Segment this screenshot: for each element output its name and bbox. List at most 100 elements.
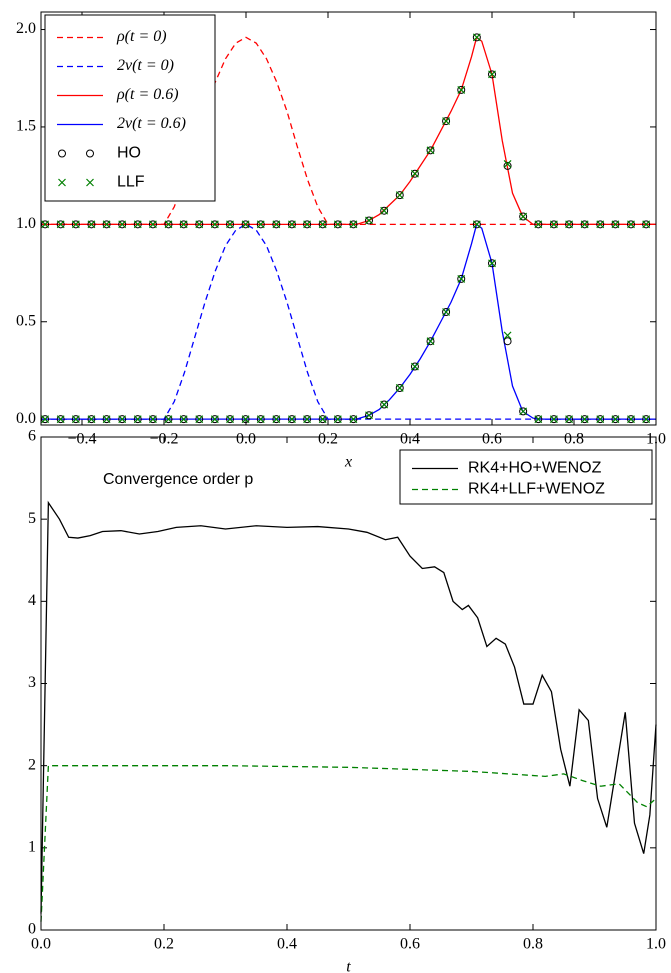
point [133, 415, 142, 424]
point [642, 220, 651, 229]
point [133, 220, 142, 229]
point [179, 220, 188, 229]
point [611, 220, 620, 229]
y-tick-label: 5 [28, 510, 36, 527]
point [519, 407, 528, 416]
y-tick-label: 0.0 [16, 410, 36, 427]
point [349, 415, 358, 424]
point [365, 411, 373, 420]
point [195, 220, 204, 229]
point [472, 220, 481, 229]
line [41, 223, 656, 420]
legend-label: ρ(t = 0) [116, 28, 167, 45]
point [179, 415, 188, 424]
y-tick-label: 2 [28, 756, 36, 773]
point [71, 220, 80, 229]
point [365, 411, 373, 420]
point [395, 383, 404, 392]
point [241, 220, 250, 229]
point [365, 216, 373, 225]
point [365, 216, 373, 225]
x-tick-label: 0.2 [154, 936, 174, 953]
point [395, 191, 404, 200]
y-tick-label: 3 [28, 674, 36, 691]
point [56, 415, 65, 424]
point [442, 308, 451, 316]
point [287, 220, 296, 229]
point [41, 220, 50, 229]
point [287, 415, 296, 424]
legend-label: 2v(t = 0.6) [117, 115, 186, 132]
point [611, 415, 620, 424]
point [457, 274, 466, 283]
point [549, 415, 558, 424]
point [256, 415, 265, 424]
point [56, 220, 65, 229]
point [164, 415, 173, 424]
point [611, 220, 620, 229]
point [56, 415, 65, 424]
point [87, 415, 96, 424]
point [457, 274, 466, 283]
y-tick-label: 6 [28, 428, 36, 445]
point [488, 70, 496, 79]
point [380, 206, 389, 215]
point [303, 220, 312, 229]
point [472, 220, 481, 229]
point [333, 220, 342, 229]
x-axis-label: t [346, 959, 351, 973]
point [210, 220, 219, 229]
legend-box [44, 14, 216, 202]
x-tick-label: 0.4 [277, 936, 297, 953]
line [41, 223, 656, 420]
point [226, 220, 235, 229]
point [195, 415, 204, 424]
point [102, 415, 111, 424]
point [272, 415, 281, 424]
point [179, 415, 188, 424]
point [349, 415, 358, 424]
point [580, 415, 589, 424]
point [118, 220, 127, 229]
point [642, 415, 651, 424]
point [549, 220, 558, 229]
point [580, 415, 589, 424]
point [596, 415, 605, 424]
y-tick-label: 1.5 [16, 118, 36, 135]
point [534, 220, 543, 229]
legend-label: HO [117, 145, 141, 162]
x-tick-label: 0.6 [400, 936, 420, 953]
point [395, 384, 404, 392]
point [642, 415, 651, 424]
x-axis-label: x [344, 454, 352, 471]
point [303, 415, 312, 424]
point [56, 220, 65, 229]
point [534, 220, 543, 229]
point [318, 415, 327, 424]
point [164, 415, 173, 424]
point [210, 415, 219, 424]
point [457, 85, 466, 94]
point [380, 400, 389, 409]
point [71, 415, 80, 424]
x-tick-label: 0.6 [482, 431, 502, 448]
line [40, 765, 657, 922]
point [164, 220, 173, 229]
point [442, 117, 451, 126]
point [133, 220, 142, 229]
point [349, 220, 358, 229]
point [503, 161, 512, 170]
point [86, 178, 94, 187]
point [71, 220, 80, 229]
point [318, 415, 327, 424]
point [41, 415, 50, 424]
point [410, 169, 419, 178]
y-tick-label: 1.0 [16, 215, 36, 232]
point [488, 259, 496, 268]
x-tick-label: 1.0 [646, 936, 666, 953]
point [642, 220, 651, 229]
y-tick-label: 2.0 [16, 20, 36, 37]
point [272, 220, 281, 229]
point [580, 220, 589, 229]
